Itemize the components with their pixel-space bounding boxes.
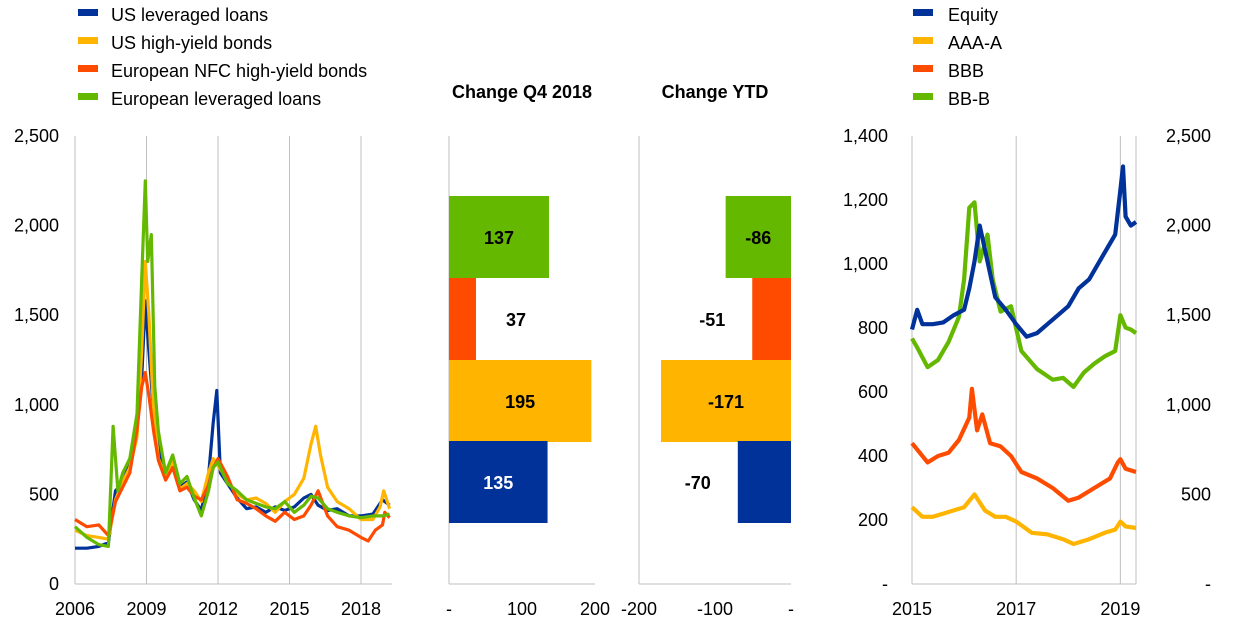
panel4-left-tick-label: 400: [858, 446, 888, 466]
bar-panel1-bar: [449, 196, 550, 278]
bar-panel1-bar: [449, 360, 592, 442]
bar-panel2-bar: [725, 196, 791, 278]
panel4-left-tick-label: 800: [858, 318, 888, 338]
panel4-x-tick-label: 2015: [892, 599, 932, 619]
panel4-left-tick-label: -: [882, 574, 888, 594]
panel1-y-tick-label: 1,000: [14, 395, 59, 415]
panel1-legend-swatch: [78, 65, 98, 72]
panel1-y-tick-label: 2,000: [14, 216, 59, 236]
panel4-right-tick-label: 2,500: [1166, 126, 1211, 146]
panel4-series-line: [910, 492, 1137, 547]
panel1-legend-label: European leveraged loans: [111, 89, 321, 109]
panel4-series-line: [909, 164, 1138, 339]
bar-panel1-value-label: 137: [484, 228, 514, 248]
panel1-legend-label: European NFC high-yield bonds: [111, 61, 367, 81]
panel1-x-tick-label: 2018: [341, 599, 381, 619]
bar-panel2-value-label: -51: [699, 310, 725, 330]
bar-panel2-x-tick-label: -: [788, 599, 794, 619]
bar-panel2-bar: [661, 360, 791, 442]
panel1-x-tick-label: 2009: [126, 599, 166, 619]
panel4-legend-swatch: [913, 93, 933, 100]
panel4-right-tick-label: 1,500: [1166, 305, 1211, 325]
bar-panel1-value-label: 195: [505, 392, 535, 412]
bar-panel2-x-tick-label: -200: [621, 599, 657, 619]
panel4-left-tick-label: 1,200: [843, 190, 888, 210]
panel4-legend-label: BB-B: [948, 89, 990, 109]
panel1-x-tick-label: 2015: [269, 599, 309, 619]
panel4-legend-swatch: [913, 65, 933, 72]
bar-panel2-bar: [737, 441, 791, 523]
bar-panel2-bar: [752, 278, 791, 360]
panel4-right-tick-label: -: [1205, 574, 1211, 594]
panel1-legend-label: US high-yield bonds: [111, 33, 272, 53]
panel4-series-line: [910, 386, 1137, 503]
panel4-legend-swatch: [913, 9, 933, 16]
panel4-left-tick-label: 200: [858, 510, 888, 530]
bar-panel1-bar: [449, 278, 477, 360]
panel4-legend-label: AAA-A: [948, 33, 1002, 53]
panel4-left-tick-label: 600: [858, 382, 888, 402]
panel4-right-tick-label: 2,000: [1166, 216, 1211, 236]
panel4-right-tick-label: 500: [1181, 484, 1211, 504]
panel1-y-tick-label: 2,500: [14, 126, 59, 146]
panel1-legend-swatch: [78, 37, 98, 44]
bar-panel2-value-label: -171: [708, 392, 744, 412]
panel1-x-tick-label: 2012: [198, 599, 238, 619]
panel4-left-tick-label: 1,400: [843, 126, 888, 146]
panel4-x-tick-label: 2017: [996, 599, 1036, 619]
bar-panel1-title: Change Q4 2018: [452, 82, 592, 102]
panel4-legend-label: BBB: [948, 61, 984, 81]
panel1-y-tick-label: 1,500: [14, 305, 59, 325]
panel4-legend-label: Equity: [948, 5, 998, 25]
panel4-legend-swatch: [913, 37, 933, 44]
panel4-left-tick-label: 1,000: [843, 254, 888, 274]
panel1-legend-label: US leveraged loans: [111, 5, 268, 25]
panel1-legend-swatch: [78, 93, 98, 100]
panel4-series-line: [910, 200, 1138, 389]
bar-panel2-value-label: -70: [685, 473, 711, 493]
bar-panel1-x-tick-label: 200: [580, 599, 610, 619]
panel1-series-line: [75, 299, 391, 550]
panel1-x-tick-label: 2006: [55, 599, 95, 619]
bar-panel1-bar: [449, 441, 548, 523]
bar-panel2-value-label: -86: [745, 228, 771, 248]
panel4-x-tick-label: 2019: [1100, 599, 1140, 619]
bar-panel1-x-tick-label: 100: [507, 599, 537, 619]
panel1-series-line: [74, 370, 391, 543]
panel4-right-tick-label: 1,000: [1166, 395, 1211, 415]
panel1-series-line: [73, 179, 390, 548]
bar-panel2-title: Change YTD: [662, 82, 769, 102]
panel1-y-tick-label: 500: [29, 484, 59, 504]
panel1-legend-swatch: [78, 9, 98, 16]
panel1-y-tick-label: 0: [49, 574, 59, 594]
bar-panel1-x-tick-label: -: [446, 599, 452, 619]
panel1-series-line: [74, 259, 392, 541]
bar-panel1-value-label: 37: [506, 310, 526, 330]
bar-panel1-value-label: 135: [483, 473, 513, 493]
bar-panel2-x-tick-label: -100: [697, 599, 733, 619]
